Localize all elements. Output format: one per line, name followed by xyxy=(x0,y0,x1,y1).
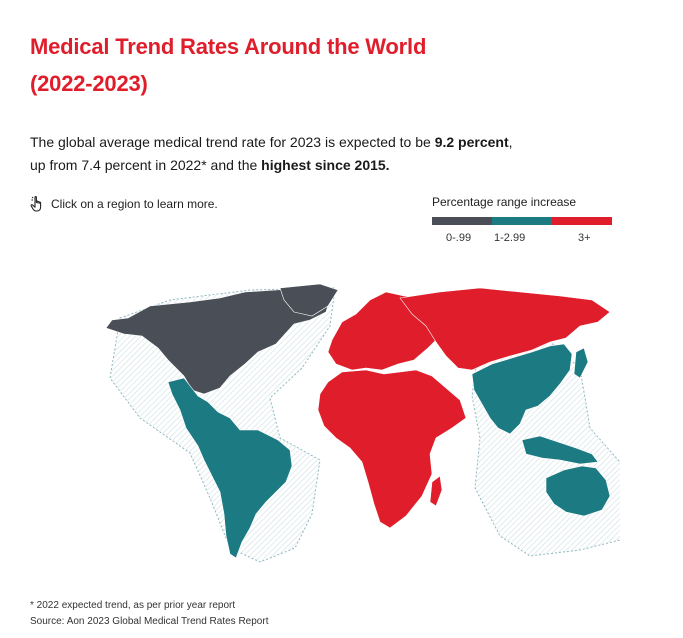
legend: Percentage range increase 0-.99 1-2.99 3… xyxy=(432,195,612,248)
hint-text: Click on a region to learn more. xyxy=(51,197,218,211)
region-greenland[interactable] xyxy=(279,283,339,317)
title-line-1: Medical Trend Rates Around the World xyxy=(30,34,427,59)
description-text-3: up from 7.4 percent in 2022* and the xyxy=(30,157,262,173)
source-note: Source: Aon 2023 Global Medical Trend Ra… xyxy=(30,616,269,627)
world-map xyxy=(105,283,620,563)
footer: * 2022 expected trend, as per prior year… xyxy=(30,598,268,630)
legend-swatch-low xyxy=(432,217,492,225)
click-hint: Click on a region to learn more. xyxy=(30,196,218,212)
description-text-2: , xyxy=(508,134,513,150)
legend-title: Percentage range increase xyxy=(432,195,577,209)
description-highlight-1: 9.2 percent xyxy=(434,134,509,150)
legend-labels: 0-.99 1-2.99 3+ xyxy=(432,232,612,248)
legend-bar xyxy=(432,217,612,225)
page-title: Medical Trend Rates Around the World (20… xyxy=(30,28,550,102)
region-japan[interactable] xyxy=(573,347,589,379)
legend-label-high: 3+ xyxy=(578,232,591,244)
region-madagascar[interactable] xyxy=(429,475,443,507)
region-middle-east-africa[interactable] xyxy=(317,369,467,529)
legend-swatch-mid xyxy=(492,217,552,225)
region-southeast-asia[interactable] xyxy=(521,435,599,465)
legend-swatch-high xyxy=(552,217,612,225)
region-asia-pacific[interactable] xyxy=(471,343,573,435)
region-australia[interactable] xyxy=(545,465,611,517)
region-north-america[interactable] xyxy=(105,287,333,395)
description: The global average medical trend rate fo… xyxy=(30,131,590,177)
description-text-1: The global average medical trend rate fo… xyxy=(30,134,435,150)
title-line-2: (2022-2023) xyxy=(30,71,148,96)
hand-pointer-icon xyxy=(30,196,42,212)
legend-label-low: 0-.99 xyxy=(446,232,472,244)
footnote: * 2022 expected trend, as per prior year… xyxy=(30,600,236,611)
description-highlight-2: highest since 2015. xyxy=(261,157,390,173)
legend-label-mid: 1-2.99 xyxy=(494,232,526,244)
region-latin-america[interactable] xyxy=(167,377,293,559)
region-russia-central-asia[interactable] xyxy=(399,287,611,371)
